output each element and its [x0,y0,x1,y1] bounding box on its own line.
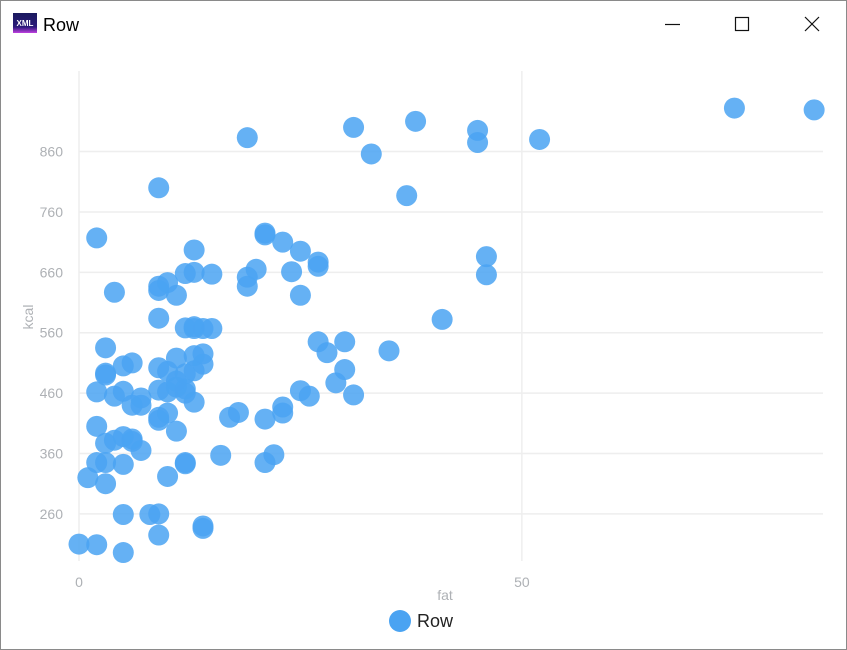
data-point[interactable] [316,342,338,364]
data-point[interactable] [360,143,382,165]
data-point[interactable] [227,401,249,423]
data-point[interactable] [130,394,152,416]
data-points [68,97,825,564]
legend-label: Row [417,610,454,631]
minimize-button[interactable] [637,1,707,47]
data-point[interactable] [289,240,311,262]
data-point[interactable] [475,246,497,268]
data-point[interactable] [95,362,117,384]
data-point[interactable] [103,281,125,303]
data-point[interactable] [405,110,427,132]
title-bar[interactable]: XML Row [1,1,846,47]
data-point[interactable] [803,99,825,121]
data-point[interactable] [192,343,214,365]
minimize-icon [665,23,680,26]
data-point[interactable] [272,231,294,253]
data-point[interactable] [236,127,258,149]
data-point[interactable] [210,444,232,466]
data-point[interactable] [254,408,276,430]
data-point[interactable] [201,317,223,339]
data-point[interactable] [148,307,170,329]
y-tick-label: 460 [40,385,64,401]
data-point[interactable] [307,251,329,273]
data-point[interactable] [68,533,90,555]
data-point[interactable] [183,391,205,413]
data-point[interactable] [183,261,205,283]
data-point[interactable] [112,542,134,564]
data-point[interactable] [343,116,365,138]
xml-icon-text: XML [17,19,34,28]
y-tick-label: 360 [40,446,64,462]
data-point[interactable] [183,239,205,261]
x-tick-label: 0 [75,574,83,590]
y-tick-label: 760 [40,204,64,220]
legend[interactable]: Row [389,609,453,633]
x-axis-label: fat [437,587,453,603]
data-point[interactable] [86,415,108,437]
data-point[interactable] [148,503,170,525]
data-point[interactable] [157,402,179,424]
data-point[interactable] [201,263,223,285]
y-tick-label: 560 [40,325,64,341]
data-point[interactable] [165,347,187,369]
data-point[interactable] [272,396,294,418]
data-point[interactable] [529,128,551,150]
data-point[interactable] [112,503,134,525]
y-tick-label: 260 [40,506,64,522]
data-point[interactable] [431,308,453,330]
data-point[interactable] [121,352,143,374]
data-point[interactable] [254,222,276,244]
data-point[interactable] [95,337,117,359]
maximize-button[interactable] [707,1,777,47]
data-point[interactable] [378,340,400,362]
y-axis-label: kcal [20,305,36,330]
data-point[interactable] [289,284,311,306]
data-point[interactable] [86,227,108,249]
data-point[interactable] [281,261,303,283]
legend-swatch [389,610,411,632]
data-point[interactable] [165,284,187,306]
maximize-icon [734,16,750,32]
data-point[interactable] [467,119,489,141]
data-point[interactable] [245,258,267,280]
x-tick-label: 50 [514,574,530,590]
data-point[interactable] [86,534,108,556]
data-point[interactable] [95,452,117,474]
data-point[interactable] [157,465,179,487]
xml-icon: XML [13,13,37,33]
data-point[interactable] [298,385,320,407]
data-point[interactable] [112,453,134,475]
data-point[interactable] [343,384,365,406]
y-tick-label: 860 [40,144,64,160]
data-point[interactable] [723,97,745,119]
data-point[interactable] [86,381,108,403]
data-point[interactable] [165,420,187,442]
data-point[interactable] [475,264,497,286]
data-point[interactable] [95,473,117,495]
data-point[interactable] [396,185,418,207]
data-point[interactable] [148,177,170,199]
close-icon [804,16,820,32]
data-point[interactable] [121,428,143,450]
data-point[interactable] [148,524,170,546]
close-button[interactable] [777,1,847,47]
axis-ticks: 260 360 460 560 660 760 860 0 50 [40,144,530,590]
y-tick-label: 660 [40,264,64,280]
scatter-chart: 260 360 460 560 660 760 860 0 50 fat kcal [20,71,825,603]
data-point[interactable] [254,452,276,474]
data-point[interactable] [192,517,214,539]
data-point[interactable] [174,453,196,475]
data-point[interactable] [334,359,356,381]
data-point[interactable] [334,331,356,353]
window-title: Row [43,15,80,35]
